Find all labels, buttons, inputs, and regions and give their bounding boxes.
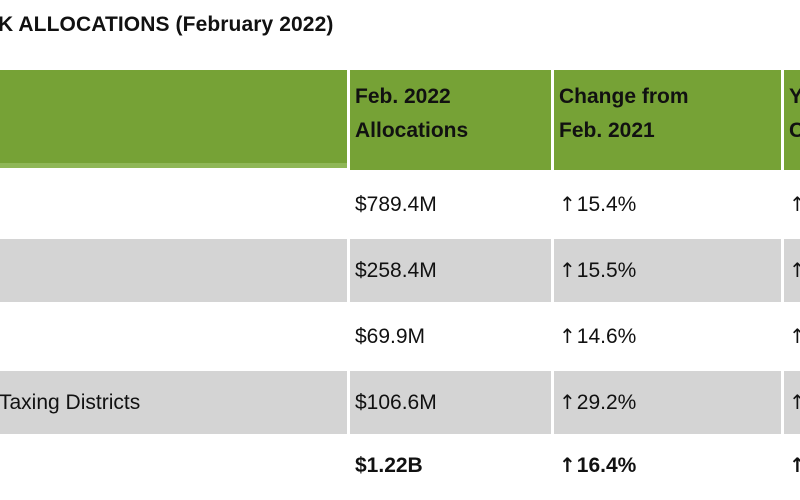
- change-cell: ↑29.2%: [554, 368, 784, 434]
- page-title: K ALLOCATIONS (February 2022): [0, 13, 334, 36]
- up-arrow-icon: ↑: [559, 324, 576, 348]
- allocations-table: Feb. 2022 Allocations Change from Feb. 2…: [0, 70, 800, 494]
- header-line: C: [789, 119, 800, 142]
- header-partial: Y C: [784, 70, 800, 170]
- allocation-cell: $1.22B: [350, 434, 554, 494]
- header-change-from-feb-2021: Change from Feb. 2021: [554, 70, 784, 170]
- change-cell: ↑16.4%: [554, 434, 784, 494]
- allocation-cell: $106.6M: [350, 368, 554, 434]
- header-category: [0, 70, 350, 170]
- allocation-cell: $69.9M: [350, 302, 554, 368]
- partial-cell: ↑: [784, 368, 800, 434]
- change-cell: ↑15.4%: [554, 170, 784, 236]
- change-cell: ↑14.6%: [554, 302, 784, 368]
- header-feb-2022-allocations: Feb. 2022 Allocations: [350, 70, 554, 170]
- row-label: [0, 302, 350, 368]
- allocation-cell: $789.4M: [350, 170, 554, 236]
- row-label: [0, 236, 350, 302]
- table-row: $258.4M ↑15.5% ↑: [0, 236, 800, 302]
- up-arrow-icon: ↑: [789, 324, 800, 348]
- partial-cell: ↑: [784, 434, 800, 494]
- up-arrow-icon: ↑: [789, 258, 800, 282]
- up-arrow-icon: ↑: [789, 453, 800, 477]
- table-row: Taxing Districts $106.6M ↑29.2% ↑: [0, 368, 800, 434]
- row-label: Taxing Districts: [0, 368, 350, 434]
- up-arrow-icon: ↑: [559, 192, 576, 216]
- up-arrow-icon: ↑: [559, 453, 576, 477]
- up-arrow-icon: ↑: [559, 258, 576, 282]
- header-line: Change from: [559, 85, 689, 108]
- header-line: Feb. 2021: [559, 119, 655, 142]
- up-arrow-icon: ↑: [789, 390, 800, 414]
- table-row: $789.4M ↑15.4% ↑: [0, 170, 800, 236]
- header-line: Y: [789, 85, 800, 108]
- up-arrow-icon: ↑: [559, 390, 576, 414]
- up-arrow-icon: ↑: [789, 192, 800, 216]
- table-header-row: Feb. 2022 Allocations Change from Feb. 2…: [0, 70, 800, 170]
- partial-cell: ↑: [784, 302, 800, 368]
- partial-cell: ↑: [784, 170, 800, 236]
- row-label: [0, 170, 350, 236]
- allocation-cell: $258.4M: [350, 236, 554, 302]
- table-row: $69.9M ↑14.6% ↑: [0, 302, 800, 368]
- total-row: $1.22B ↑16.4% ↑: [0, 434, 800, 494]
- row-label: [0, 434, 350, 494]
- partial-cell: ↑: [784, 236, 800, 302]
- header-line: Feb. 2022: [355, 85, 451, 108]
- change-cell: ↑15.5%: [554, 236, 784, 302]
- header-line: Allocations: [355, 119, 469, 142]
